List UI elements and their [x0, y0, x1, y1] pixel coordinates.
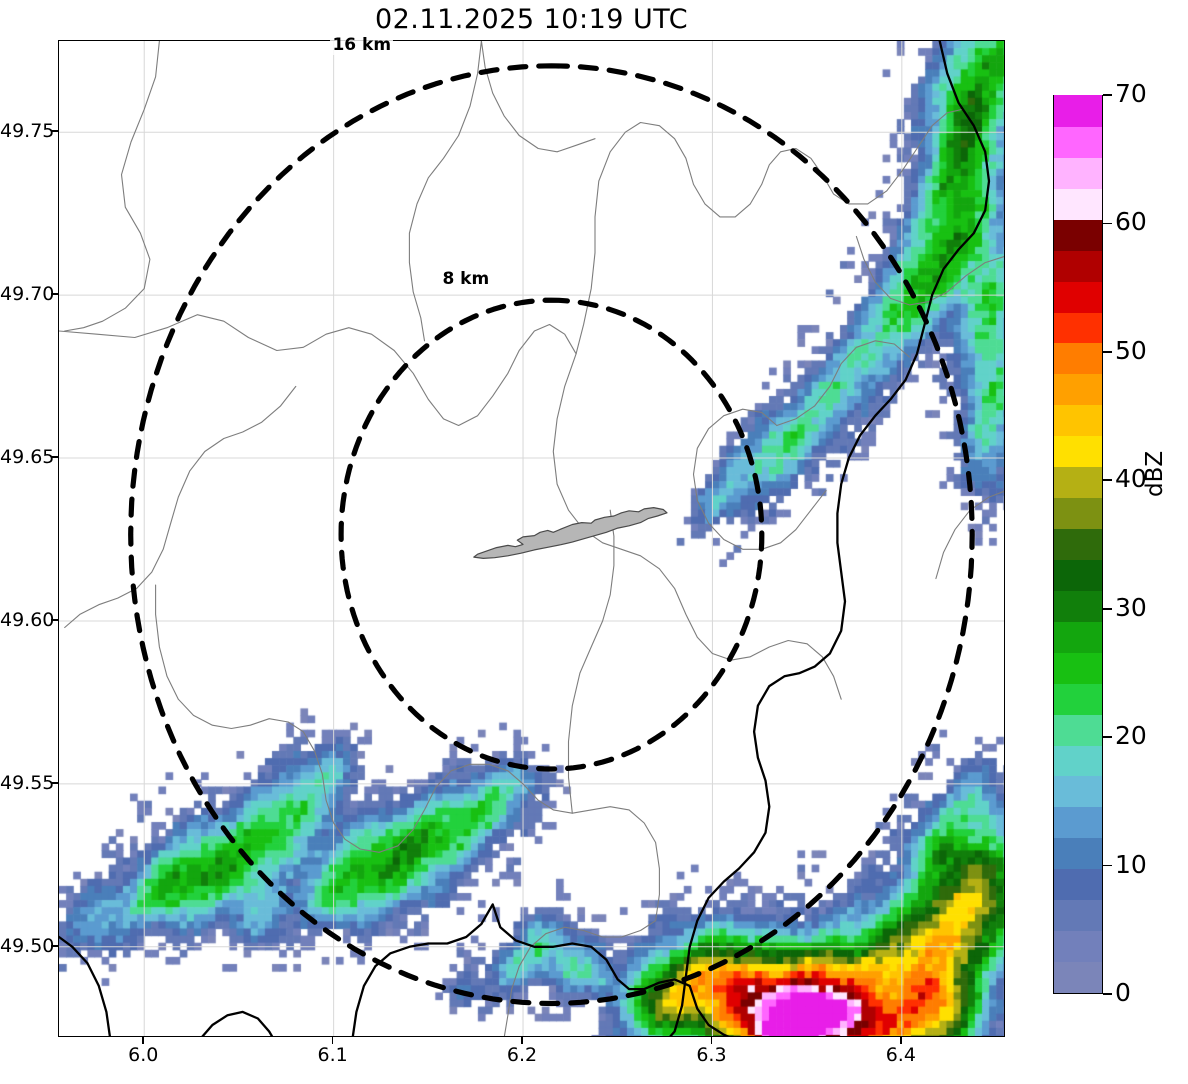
x-tick-mark	[331, 1037, 334, 1044]
x-tick-mark	[710, 1037, 713, 1044]
colorbar-band	[1054, 373, 1102, 406]
x-tick-mark	[142, 1037, 145, 1044]
administrative-boundary-line	[408, 41, 482, 342]
colorbar-band	[1054, 497, 1102, 530]
administrative-boundary-line	[935, 490, 1004, 580]
colorbar-tick-label: 30	[1115, 592, 1147, 622]
y-tick-label: 49.60	[0, 608, 55, 631]
y-tick-mark	[51, 944, 58, 947]
colorbar-band	[1054, 187, 1102, 220]
x-tick-label: 6.2	[506, 1044, 538, 1066]
national-border-line	[688, 984, 730, 1036]
colorbar-band	[1054, 620, 1102, 653]
range-ring-label: 16 km	[330, 34, 394, 55]
colorbar-band	[1054, 249, 1102, 282]
colorbar-tick-mark	[1103, 222, 1112, 225]
colorbar-gradient	[1053, 94, 1103, 994]
colorbar-tick-mark	[1103, 736, 1112, 738]
colorbar-tick-label: 50	[1115, 335, 1147, 365]
y-tick-mark	[51, 456, 58, 458]
colorbar-tick-label: 10	[1115, 849, 1147, 879]
x-tick-label: 6.1	[317, 1044, 348, 1066]
colorbar-band	[1054, 744, 1102, 777]
colorbar-tick-label: 40	[1115, 464, 1147, 494]
colorbar-tick-mark	[1103, 607, 1112, 610]
colorbar-band	[1054, 651, 1102, 684]
colorbar-tick-label: 0	[1115, 978, 1131, 1007]
map-vector-layer	[59, 41, 1004, 1036]
colorbar-band	[1054, 342, 1102, 375]
national-border-line	[201, 1010, 274, 1036]
administrative-boundary-line	[575, 108, 963, 355]
y-tick-label: 49.75	[0, 120, 55, 143]
colorbar-tick-mark	[1103, 479, 1112, 482]
y-tick-label: 49.55	[0, 771, 55, 794]
colorbar-band	[1054, 868, 1102, 901]
colorbar-tick-label: 70	[1115, 79, 1147, 108]
administrative-boundary-line	[64, 385, 297, 629]
colorbar-band	[1054, 713, 1102, 746]
administrative-boundary-line	[552, 353, 842, 700]
colorbar-band	[1054, 682, 1102, 715]
x-tick-label: 6.3	[696, 1044, 727, 1066]
range-ring-8km	[338, 297, 765, 772]
colorbar-band	[1054, 125, 1102, 158]
radar-plot-canvas	[59, 41, 1004, 1036]
y-tick-mark	[51, 619, 58, 621]
x-tick-label: 6.4	[885, 1044, 916, 1066]
colorbar-band	[1054, 775, 1102, 808]
national-border-line	[669, 41, 991, 1036]
x-tick-mark	[900, 1037, 902, 1044]
administrative-boundary-line	[503, 920, 657, 1036]
city-boundary-polygon	[473, 507, 668, 559]
colorbar-band	[1054, 930, 1102, 963]
colorbar-tick-label: 20	[1115, 721, 1147, 751]
x-tick-mark	[521, 1037, 523, 1044]
administrative-boundary-line	[692, 408, 827, 550]
page-title: 02.11.2025 10:19 UTC	[374, 4, 689, 35]
colorbar-band	[1054, 589, 1102, 622]
administrative-boundary-line	[64, 41, 160, 332]
y-tick-label: 49.65	[0, 446, 55, 469]
y-tick-mark	[51, 130, 58, 133]
colorbar-title: dBZ	[1142, 450, 1168, 497]
y-tick-label: 49.50	[0, 934, 55, 957]
colorbar[interactable]	[1053, 94, 1103, 994]
colorbar-band	[1054, 218, 1102, 251]
colorbar-band	[1054, 961, 1102, 993]
colorbar-band	[1054, 558, 1102, 591]
administrative-boundary-line	[855, 235, 1004, 306]
colorbar-band	[1054, 806, 1102, 839]
x-tick-label: 6.0	[128, 1044, 159, 1066]
y-tick-mark	[51, 782, 58, 784]
colorbar-band	[1054, 404, 1102, 437]
colorbar-band	[1054, 466, 1102, 499]
colorbar-band	[1054, 527, 1102, 560]
colorbar-band	[1054, 311, 1102, 344]
colorbar-band	[1054, 435, 1102, 468]
colorbar-band	[1054, 280, 1102, 313]
colorbar-band	[1054, 837, 1102, 870]
administrative-boundary-line	[59, 314, 577, 427]
administrative-boundary-line	[776, 340, 910, 427]
range-ring-16km	[128, 63, 975, 1007]
administrative-boundary-line	[480, 41, 596, 153]
range-ring-label: 8 km	[440, 269, 492, 290]
administrative-boundary-line	[567, 509, 615, 814]
y-tick-mark	[51, 293, 58, 295]
administrative-boundary-line	[155, 584, 660, 922]
colorbar-band	[1054, 156, 1102, 189]
colorbar-tick-mark	[1103, 864, 1112, 867]
national-border-line	[59, 935, 111, 1036]
colorbar-tick-mark	[1103, 993, 1112, 995]
colorbar-band	[1054, 94, 1102, 127]
colorbar-tick-mark	[1103, 94, 1112, 96]
national-border-line	[351, 903, 691, 1036]
colorbar-band	[1054, 899, 1102, 932]
y-tick-label: 49.70	[0, 283, 55, 306]
colorbar-tick-label: 60	[1115, 207, 1147, 237]
radar-plot[interactable]	[58, 40, 1005, 1037]
colorbar-tick-mark	[1103, 351, 1112, 353]
